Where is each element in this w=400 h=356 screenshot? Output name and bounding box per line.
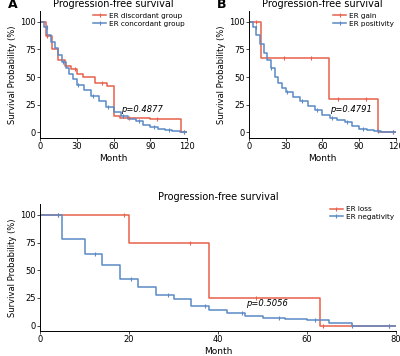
Y-axis label: Survival Probability (%): Survival Probability (%) [8, 218, 17, 317]
Title: Progression-free survival: Progression-free survival [53, 0, 174, 9]
X-axis label: Month: Month [204, 347, 232, 356]
Text: p=0.4791: p=0.4791 [330, 105, 372, 114]
Text: B: B [216, 0, 226, 11]
Legend: ER gain, ER positivity: ER gain, ER positivity [333, 13, 394, 27]
X-axis label: Month: Month [99, 154, 128, 163]
Legend: ER loss, ER negativity: ER loss, ER negativity [330, 206, 394, 220]
Title: Progression-free survival: Progression-free survival [158, 192, 278, 202]
Text: A: A [8, 0, 17, 11]
X-axis label: Month: Month [308, 154, 337, 163]
Text: p=0.4877: p=0.4877 [121, 105, 163, 114]
Y-axis label: Survival Probability (%): Survival Probability (%) [217, 25, 226, 124]
Legend: ER discordant group, ER concordant group: ER discordant group, ER concordant group [93, 13, 185, 27]
Y-axis label: Survival Probability (%): Survival Probability (%) [8, 25, 17, 124]
Title: Progression-free survival: Progression-free survival [262, 0, 383, 9]
Text: p=0.5056: p=0.5056 [246, 299, 288, 308]
